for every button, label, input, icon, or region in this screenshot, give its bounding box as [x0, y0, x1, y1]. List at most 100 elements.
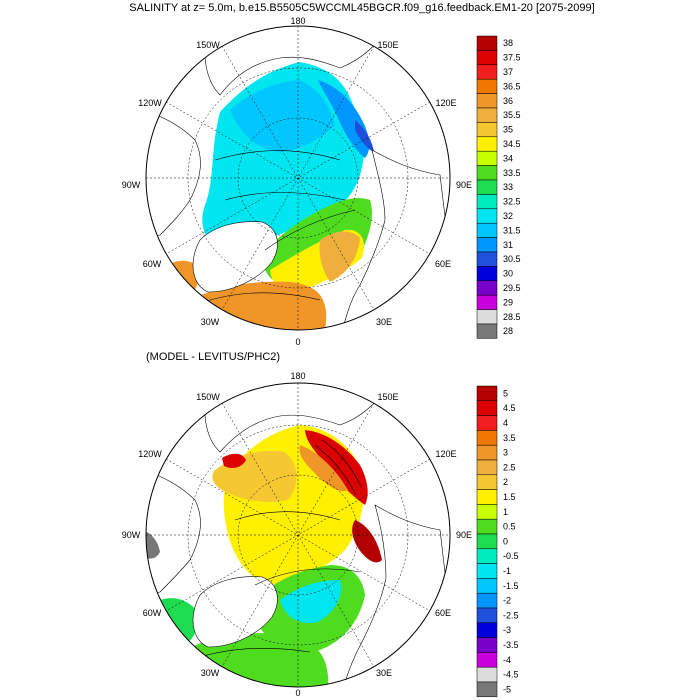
salinity-difference-map: 180 150W 150E 120W 120E 90W 90E 60W 60E …: [122, 371, 472, 698]
atlantic-cyan-anomaly: [280, 580, 342, 624]
colorbar-bottom-label-6: 2: [503, 477, 508, 487]
colorbar-bottom-swatch-20: [476, 681, 498, 698]
lon-label-30w-top: 30W: [201, 317, 220, 327]
colorbar-bottom-swatch-8: [476, 504, 498, 520]
greenland-land-bottom: [192, 576, 278, 648]
colorbar-bottom-swatch-0: [476, 385, 498, 402]
canada-land: [146, 109, 201, 241]
colorbar-bottom-swatch-13: [476, 578, 498, 594]
lon-label-120e-top: 120E: [435, 98, 456, 108]
colorbar-top-label-20: 28: [503, 326, 513, 336]
colorbar-top-swatch-13: [476, 222, 498, 238]
lon-label-150e-top: 150E: [377, 40, 398, 50]
colorbar-top-label-16: 30: [503, 269, 513, 279]
lon-label-30e-bottom: 30E: [376, 668, 392, 678]
colorbar-top-swatch-14: [476, 237, 498, 253]
alaska-siberia-land: [204, 26, 391, 96]
lon-label-60w-bottom: 60W: [143, 608, 162, 618]
colorbar-top-swatch-12: [476, 208, 498, 224]
colorbar-top-swatch-4: [476, 93, 498, 109]
colorbar-bottom-swatch-10: [476, 533, 498, 550]
colorbar-top-label-7: 34.5: [503, 139, 521, 149]
difference-subtitle: (MODEL - LEVITUS/PHC2): [146, 351, 280, 363]
colorbar-bottom-label-7: 1.5: [503, 492, 516, 502]
lon-label-120w-top: 120W: [138, 98, 162, 108]
colorbar-top-swatch-6: [476, 122, 498, 138]
colorbar-bottom-label-15: -2.5: [503, 610, 519, 620]
lon-label-60e-bottom: 60E: [435, 608, 451, 618]
lon-label-30w-bottom: 30W: [201, 668, 220, 678]
colorbar-top-label-2: 37: [503, 67, 513, 77]
colorbar-top-swatch-20: [476, 323, 498, 339]
colorbar-top-label-18: 29: [503, 297, 513, 307]
colorbar-top-swatch-5: [476, 107, 498, 123]
colorbar-top-swatch-8: [476, 150, 498, 166]
colorbar-bottom-label-20: -5: [503, 684, 511, 694]
colorbar-bottom-label-4: 3: [503, 448, 508, 458]
lon-label-150w-top: 150W: [196, 40, 220, 50]
colorbar-bottom-label-18: -4: [503, 655, 511, 665]
colorbar-bottom-label-14: -2: [503, 596, 511, 606]
colorbar-top-label-6: 35: [503, 125, 513, 135]
alaska-siberia-land-bottom: [204, 383, 391, 453]
colorbar-bottom-swatch-2: [476, 415, 498, 431]
figure-title: SALINITY at z= 5.0m, b.e15.B5505C5WCCML4…: [129, 2, 594, 14]
lon-label-120w-bottom: 120W: [138, 449, 162, 459]
colorbar-top-label-8: 34: [503, 153, 513, 163]
lon-label-120e-bottom: 120E: [435, 449, 456, 459]
lon-label-0-bottom: 0: [295, 688, 300, 698]
colorbar-top-swatch-0: [476, 35, 498, 51]
lon-label-180-bottom: 180: [290, 371, 305, 381]
colorbar-bottom-swatch-9: [476, 518, 498, 535]
colorbar-bottom-label-2: 4: [503, 418, 508, 428]
colorbar-top-swatch-11: [476, 194, 498, 210]
colorbar-bottom-label-8: 1: [503, 507, 508, 517]
colorbar-bottom-swatch-6: [476, 474, 498, 490]
colorbar-top-label-10: 33: [503, 182, 513, 192]
lon-label-180-top: 180: [290, 16, 305, 26]
colorbar-top-label-9: 33.5: [503, 168, 521, 178]
colorbar-bottom-label-17: -3.5: [503, 640, 519, 650]
lon-label-150e-bottom: 150E: [377, 392, 398, 402]
colorbar-top-label-5: 35.5: [503, 110, 521, 120]
laptev-dark-fresh: [355, 120, 374, 152]
colorbar-bottom-swatch-5: [476, 459, 498, 476]
colorbar-bottom-swatch-1: [476, 400, 498, 416]
colorbar-bottom-label-9: 0.5: [503, 522, 516, 532]
colorbar-bottom-label-0: 5: [503, 388, 508, 398]
colorbar-bottom-label-12: -1: [503, 566, 511, 576]
colorbar-top-swatch-9: [476, 165, 498, 181]
colorbar-top-label-11: 32.5: [503, 197, 521, 207]
colorbar-bottom-swatch-14: [476, 592, 498, 609]
lon-label-60e-top: 60E: [435, 259, 451, 269]
colorbar-bottom-label-19: -4.5: [503, 670, 519, 680]
greenland-land: [192, 221, 278, 293]
colorbar-top-swatch-1: [476, 50, 498, 66]
colorbar-top-label-12: 32: [503, 211, 513, 221]
beaufort-fresh-zone: [230, 80, 335, 152]
siberian-shelf-fresh: [318, 80, 370, 158]
colorbar-bottom-swatch-11: [476, 548, 498, 564]
colorbar-bottom-swatch-18: [476, 652, 498, 668]
east-siberian-red: [305, 430, 368, 505]
colorbar-bottom-label-10: 0: [503, 536, 508, 546]
colorbar-bottom-swatch-7: [476, 489, 498, 505]
colorbar-top-swatch-18: [476, 294, 498, 310]
lon-label-90e-bottom: 90E: [456, 530, 472, 540]
salinity-map-top: 180 150W 150E 120W 120E 90W 90E 60W 60E …: [122, 16, 472, 347]
colorbar-bottom-label-11: -0.5: [503, 551, 519, 561]
colorbar-top-swatch-10: [476, 179, 498, 195]
lon-label-90w-top: 90W: [122, 180, 141, 190]
colorbar-bottom-swatch-3: [476, 430, 498, 446]
colorbar-top-label-17: 29.5: [503, 283, 521, 293]
lon-label-150w-bottom: 150W: [196, 392, 220, 402]
colorbar-bottom-swatch-15: [476, 607, 498, 624]
barents-orange: [319, 231, 360, 282]
beaufort-red-core: [222, 453, 246, 468]
colorbar-bottom-swatch-4: [476, 444, 498, 461]
colorbar-bottom-swatch-17: [476, 637, 498, 653]
east-siberian-orange: [299, 445, 348, 492]
colorbar-top-swatch-2: [476, 64, 498, 80]
colorbar-top-label-3: 36.5: [503, 81, 521, 91]
